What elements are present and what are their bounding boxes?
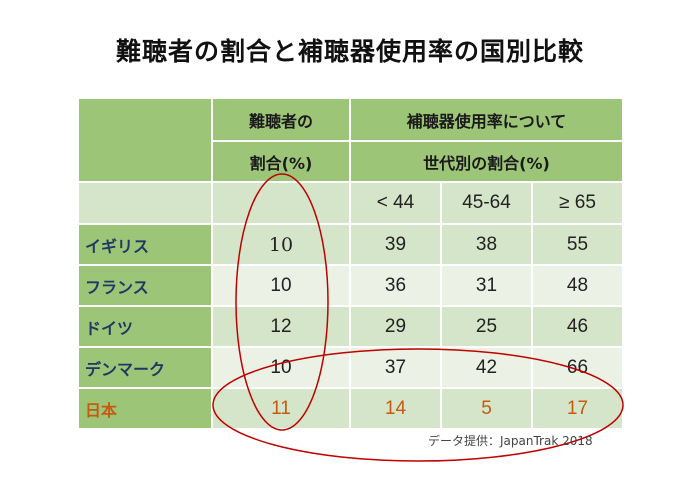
country-label: フランス (77, 264, 213, 307)
usage-header-line2: 世代別の割合(%) (349, 140, 624, 183)
usage-45-64-value: 31 (440, 264, 533, 307)
page-title: 難聴者の割合と補聴器使用率の国別比較 (115, 37, 584, 66)
usage-under44-value: 29 (349, 305, 442, 348)
country-label: デンマーク (77, 346, 213, 389)
source-note: データ提供：JapanTrak 2018 (428, 434, 593, 448)
usage-under44-value: 36 (349, 264, 442, 307)
age-group-header: < 44 (349, 181, 442, 225)
prevalence-value: 12 (211, 305, 351, 348)
table-row: デンマーク 10 37 42 66 (77, 346, 624, 389)
table-row: イギリス 10 39 38 55 (77, 223, 624, 266)
age-group-header: 45-64 (440, 181, 533, 225)
prevalence-value: 10 (211, 264, 351, 307)
usage-under44-value: 37 (349, 346, 442, 389)
prevalence-value: 11 (211, 387, 351, 430)
country-label: 日本 (77, 387, 213, 430)
usage-over65-value: 66 (531, 346, 624, 389)
usage-header-line1: 補聴器使用率について (349, 97, 624, 142)
corner-cell (77, 97, 213, 183)
prevalence-header-line2: 割合(%) (211, 140, 351, 183)
usage-under44-value: 14 (349, 387, 442, 430)
country-label: イギリス (77, 223, 213, 266)
prevalence-value: 10 (211, 223, 351, 266)
usage-over65-value: 17 (531, 387, 624, 430)
table-row: フランス 10 36 31 48 (77, 264, 624, 307)
prevalence-header-line1: 難聴者の (211, 97, 351, 142)
prevalence-value: 10 (211, 346, 351, 389)
usage-45-64-value: 38 (440, 223, 533, 266)
country-label: ドイツ (77, 305, 213, 348)
table-row-japan: 日本 11 14 5 17 (77, 387, 624, 430)
usage-45-64-value: 42 (440, 346, 533, 389)
usage-45-64-value: 25 (440, 305, 533, 348)
comparison-table: 難聴者の 補聴器使用率について 割合(%) 世代別の割合(%) < 44 45-… (77, 97, 624, 430)
usage-over65-value: 46 (531, 305, 624, 348)
table-row: ドイツ 12 29 25 46 (77, 305, 624, 348)
age-group-header: ≥ 65 (531, 181, 624, 225)
blank-cell (77, 181, 213, 225)
usage-45-64-value: 5 (440, 387, 533, 430)
blank-cell (211, 181, 351, 225)
usage-under44-value: 39 (349, 223, 442, 266)
usage-over65-value: 48 (531, 264, 624, 307)
usage-over65-value: 55 (531, 223, 624, 266)
